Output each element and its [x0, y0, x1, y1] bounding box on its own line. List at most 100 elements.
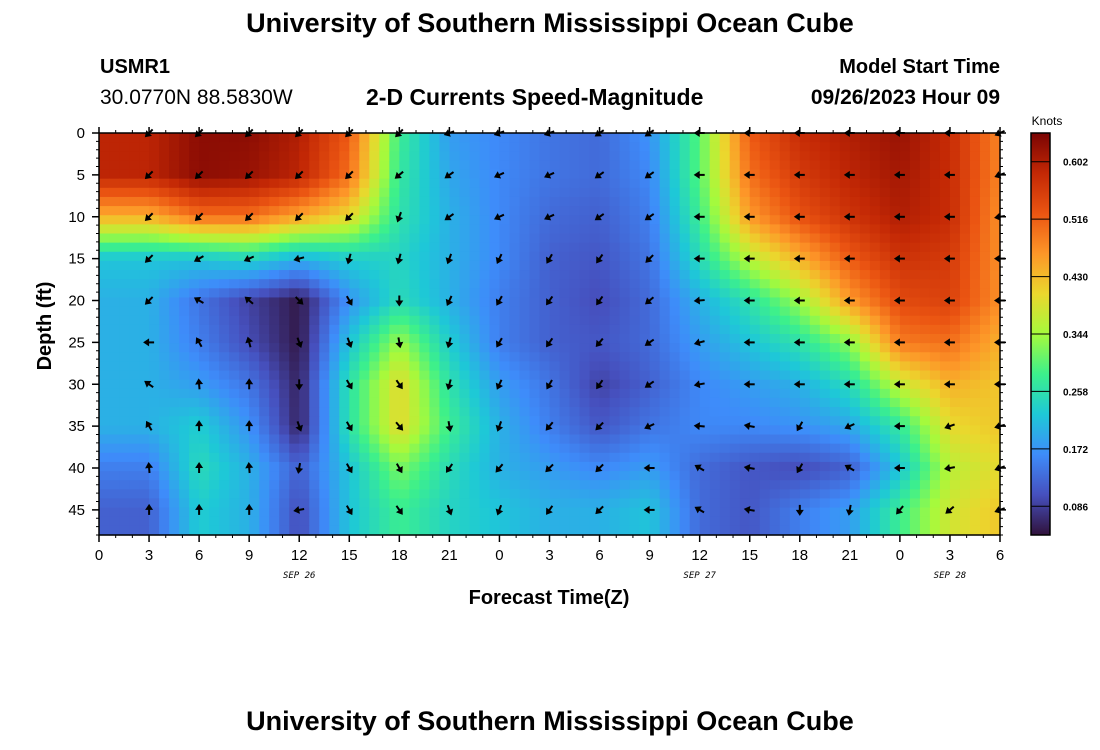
heatmap-cell: [949, 498, 961, 509]
heatmap-cell: [629, 489, 641, 500]
heatmap-cell: [369, 516, 380, 527]
heatmap-cell: [889, 507, 901, 518]
heatmap-cell: [599, 288, 611, 299]
heatmap-cell: [559, 416, 571, 426]
heatmap-cell: [349, 434, 360, 445]
heatmap-cell: [289, 397, 300, 408]
heatmap-cell: [269, 196, 280, 207]
heatmap-cell: [309, 461, 320, 472]
heatmap-cell: [489, 306, 501, 317]
heatmap-cell: [319, 425, 330, 436]
heatmap-cell: [779, 525, 791, 536]
heatmap-cell: [309, 233, 320, 244]
current-arrow: [245, 420, 254, 432]
heatmap-cell: [929, 370, 941, 381]
heatmap-cell: [609, 315, 621, 326]
heatmap-cell: [639, 260, 651, 271]
heatmap-cell: [389, 251, 400, 262]
heatmap-cell: [689, 425, 701, 436]
heatmap-cell: [279, 196, 290, 207]
heatmap-cell: [209, 133, 220, 143]
heatmap-cell: [769, 507, 781, 518]
heatmap-cell: [299, 370, 310, 381]
heatmap-cell: [379, 196, 390, 207]
heatmap-cell: [949, 516, 961, 527]
heatmap-cell: [199, 187, 210, 198]
current-arrow: [743, 464, 755, 472]
heatmap-cell: [859, 260, 871, 271]
heatmap-cell: [469, 215, 481, 225]
heatmap-cell: [509, 196, 521, 207]
heatmap-cell: [859, 242, 871, 253]
heatmap-cell: [439, 379, 450, 390]
heatmap-cell: [559, 251, 571, 262]
heatmap-cell: [389, 498, 400, 509]
current-arrow: [294, 170, 304, 180]
heatmap-cell: [939, 206, 951, 216]
heatmap-cell: [679, 388, 691, 399]
heatmap-cell: [359, 379, 370, 390]
heatmap-cell: [199, 397, 210, 408]
heatmap-cell: [769, 151, 781, 162]
heatmap-cell: [99, 379, 110, 390]
heatmap-cell: [479, 215, 491, 225]
heatmap-cell: [859, 452, 871, 463]
heatmap-cell: [469, 334, 481, 344]
heatmap-cell: [889, 233, 901, 244]
heatmap-cell: [629, 434, 641, 445]
heatmap-cell: [849, 471, 861, 481]
heatmap-cell: [759, 507, 771, 518]
heatmap-cell: [549, 196, 561, 207]
heatmap-cell: [249, 160, 260, 171]
heatmap-cell: [629, 206, 641, 216]
heatmap-cell: [189, 416, 200, 426]
heatmap-cell: [509, 489, 521, 500]
current-arrow: [345, 212, 354, 222]
heatmap-cell: [469, 407, 481, 417]
heatmap-cell: [959, 407, 971, 417]
heatmap-cell: [379, 370, 390, 381]
current-arrow: [546, 379, 553, 390]
heatmap-cell: [249, 334, 260, 344]
heatmap-cell: [989, 343, 1001, 353]
heatmap-cell: [479, 370, 491, 381]
heatmap-cell: [239, 215, 250, 225]
heatmap-cell: [419, 361, 430, 372]
heatmap-cell: [359, 397, 370, 408]
heatmap-cell: [409, 324, 420, 335]
heatmap-cell: [259, 206, 270, 216]
heatmap-cell: [269, 379, 280, 390]
heatmap-cell: [379, 260, 390, 271]
heatmap-cell: [239, 206, 250, 216]
heatmap-cell: [229, 224, 240, 235]
heatmap-cell: [659, 142, 671, 152]
heatmap-cell: [389, 352, 400, 363]
heatmap-cell: [979, 525, 991, 536]
heatmap-cell: [299, 343, 310, 353]
heatmap-cell: [969, 434, 981, 445]
heatmap-cell: [619, 288, 631, 299]
heatmap-cell: [309, 407, 320, 417]
heatmap-cell: [689, 178, 701, 189]
heatmap-cell: [219, 443, 230, 454]
heatmap-cell: [149, 361, 160, 372]
current-arrow: [693, 338, 705, 347]
heatmap-cell: [679, 489, 691, 500]
heatmap-cell: [99, 343, 110, 353]
heatmap-cell: [989, 178, 1001, 189]
heatmap-cell: [419, 178, 430, 189]
heatmap-cell: [509, 151, 521, 162]
heatmap-cell: [429, 196, 440, 207]
heatmap-cell: [619, 516, 631, 527]
heatmap-cell: [859, 507, 871, 518]
heatmap-cell: [499, 452, 511, 463]
heatmap-cell: [389, 306, 400, 317]
heatmap-cell: [829, 471, 841, 481]
heatmap-cell: [839, 133, 851, 143]
heatmap-cell: [349, 270, 360, 280]
heatmap-cell: [849, 361, 861, 372]
heatmap-cell: [279, 443, 290, 454]
heatmap-cell: [889, 206, 901, 216]
heatmap-cell: [259, 151, 270, 162]
heatmap-cell: [839, 416, 851, 426]
